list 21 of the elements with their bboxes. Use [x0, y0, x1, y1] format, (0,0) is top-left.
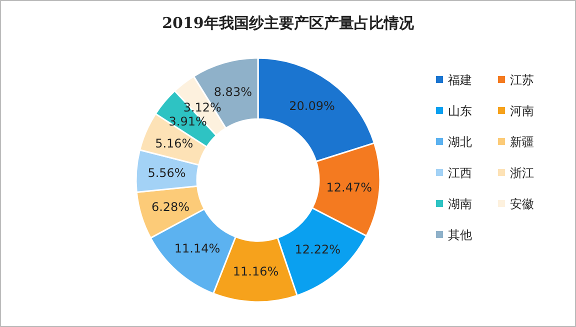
data-label: 11.14% — [174, 241, 220, 256]
data-label: 6.28% — [151, 200, 190, 214]
legend-label: 湖南 — [448, 197, 472, 211]
data-label: 12.47% — [326, 180, 372, 195]
legend-label: 湖北 — [448, 135, 472, 149]
legend-label: 福建 — [448, 73, 472, 87]
data-label: 5.56% — [148, 166, 186, 180]
data-label: 11.16% — [232, 264, 279, 278]
data-label: 5.16% — [155, 136, 194, 150]
legend-label: 浙江 — [510, 166, 534, 180]
data-label: 8.83% — [214, 85, 252, 99]
legend-label: 安徽 — [510, 197, 534, 211]
data-label: 12.22% — [294, 242, 341, 256]
legend-label: 新疆 — [510, 135, 534, 149]
legend-label: 其他 — [448, 228, 472, 242]
chart-title: 2019年我国纱主要产区产量占比情况 — [162, 14, 415, 32]
legend-label: 山东 — [448, 104, 472, 118]
data-label: 20.09% — [289, 99, 335, 114]
legend-label: 江西 — [448, 166, 472, 180]
legend-label: 河南 — [510, 104, 534, 118]
legend-label: 江苏 — [510, 73, 534, 87]
